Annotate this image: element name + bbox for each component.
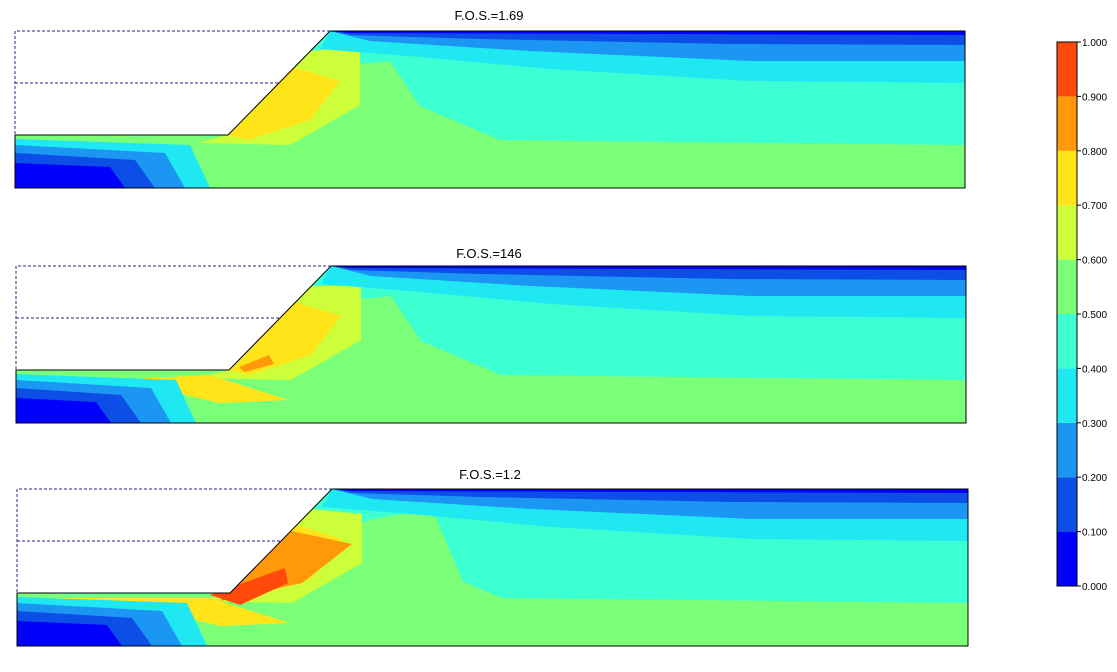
soil-boundary xyxy=(16,488,969,647)
colorbar: 0.000 0.100 0.200 0.300 0.400 0.500 0.600 0.700… xyxy=(1056,38,1107,593)
contour-band xyxy=(207,509,468,646)
contour-band xyxy=(228,66,340,140)
colorbar-swatch xyxy=(1057,477,1077,532)
colorbar-swatch xyxy=(1057,205,1077,260)
colorbar-swatch xyxy=(1057,150,1077,206)
panel-title: F.O.S.=1.69 xyxy=(454,8,523,23)
colorbar-tick-label: 0.300 xyxy=(1082,419,1107,430)
contour-panel: F.O.S.=1.69 xyxy=(14,8,966,189)
colorbar-tick-label: 0.900 xyxy=(1082,92,1107,103)
excavation-line xyxy=(14,30,330,135)
contour-band xyxy=(239,355,274,372)
excavation-outline xyxy=(15,265,967,424)
contour-panel: F.O.S.=146 xyxy=(15,246,967,424)
contour-fill xyxy=(15,31,965,188)
soil-boundary xyxy=(14,30,966,189)
panel-title: F.O.S.=146 xyxy=(456,246,521,261)
contour-fill xyxy=(16,266,966,423)
colorbar-tick-label: 0.500 xyxy=(1082,310,1107,321)
colorbar-tick-label: 0.000 xyxy=(1082,582,1107,593)
excavation-outline xyxy=(14,30,966,189)
contour-band xyxy=(332,489,968,503)
colorbar-swatch xyxy=(1057,96,1077,151)
contour-band xyxy=(331,266,966,270)
colorbar-tick-label: 0.600 xyxy=(1082,256,1107,267)
contour-band xyxy=(17,621,122,646)
colorbar-swatch xyxy=(1057,368,1077,423)
contour-fill xyxy=(17,489,968,646)
panel-title: F.O.S.=1.2 xyxy=(459,467,521,482)
contour-band xyxy=(15,61,965,188)
colorbar-tick-label: 1.000 xyxy=(1082,38,1107,49)
soil-boundary xyxy=(15,265,967,424)
colorbar-swatch xyxy=(1057,531,1077,586)
excavation-line xyxy=(15,265,331,370)
contour-band xyxy=(229,301,341,375)
contour-band xyxy=(330,31,965,45)
contour-panel: F.O.S.=1.2 xyxy=(16,467,969,647)
contour-band xyxy=(15,163,125,188)
colorbar-tick-label: 0.100 xyxy=(1082,528,1107,539)
excavation-line xyxy=(16,488,332,593)
colorbar-swatch xyxy=(1057,314,1077,369)
colorbar-tick-label: 0.700 xyxy=(1082,201,1107,212)
contour-band xyxy=(16,398,111,423)
contour-band xyxy=(210,568,288,605)
excavation-outline xyxy=(16,488,969,647)
colorbar-tick-label: 0.400 xyxy=(1082,364,1107,375)
contour-band xyxy=(330,31,965,35)
colorbar-tick-label: 0.200 xyxy=(1082,473,1107,484)
contour-band xyxy=(332,489,968,493)
colorbar-swatch xyxy=(1057,422,1077,478)
colorbar-swatch xyxy=(1057,259,1077,314)
colorbar-tick-label: 0.800 xyxy=(1082,147,1107,158)
contour-band xyxy=(331,266,966,280)
contour-band xyxy=(17,598,290,626)
colorbar-swatch xyxy=(1057,42,1077,97)
